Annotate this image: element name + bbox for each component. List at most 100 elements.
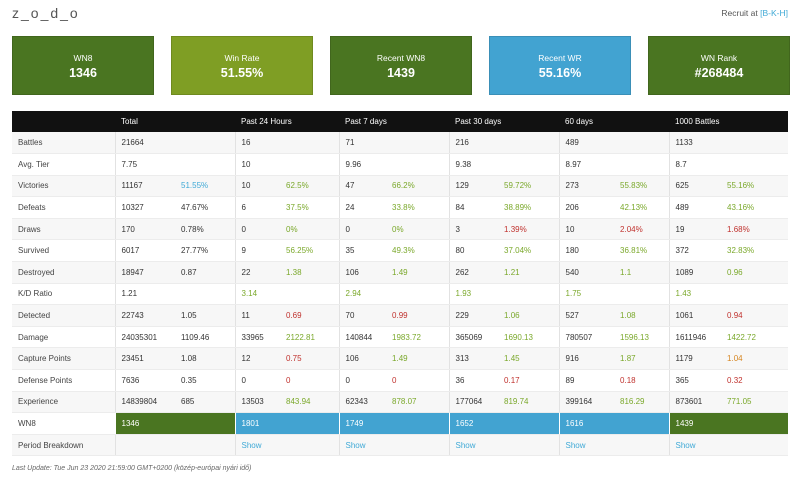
cell-ratio: 32.83% [721,239,789,263]
cell-ratio [280,283,340,306]
breakdown-cell: Show [338,434,450,457]
row-label: Survived [12,239,115,263]
cell-ratio: 1.04 [721,347,789,371]
recruit-label: Recruit at [721,8,761,18]
cell-ratio: 42.13% [614,196,670,219]
row-label: Experience [12,391,115,414]
cell-value: 33965 [234,326,280,349]
cell-value: 0 [338,218,387,241]
show-breakdown-link[interactable]: Show [241,440,262,450]
cell-ratio: 771.05 [721,391,789,414]
show-breakdown-link[interactable]: Show [675,440,696,450]
cell-ratio: 1.21 [498,261,560,284]
cell-ratio [386,283,450,306]
cell-value: 3 [448,218,499,241]
cell-value: 80 [448,239,499,263]
cell-value: 19 [668,218,722,241]
cell-ratio: 59.72% [498,175,560,198]
cell-value: 22743 [114,304,175,327]
table-header-row: Total Past 24 Hours Past 7 days Past 30 day… [12,111,789,132]
cell-ratio [280,132,340,155]
cell-value: 8.97 [558,153,615,176]
row-label: Destroyed [12,261,115,284]
column-header: Past 7 days [339,111,450,132]
wn8-period-value: 1801 [234,412,340,435]
breakdown-cell: Show [448,434,560,457]
column-header: Past 24 Hours [235,111,340,132]
cell-ratio: 37.5% [280,196,340,219]
stat-card: Recent WN8 1439 [330,36,472,95]
show-breakdown-link[interactable]: Show [565,440,586,450]
table-row: Defeats 10327 47.67% 6 37.5% 24 33.8% 84 38.89% 2… [12,196,789,219]
cell-value: 84 [448,196,499,219]
cell-value: 8.7 [668,153,722,176]
cell-ratio [498,132,560,155]
table-row: Draws 170 0.78% 0 0% 0 0% 3 1.39% 10 2.04% 19 1.68% [12,218,789,241]
cell-ratio: 0.32 [721,369,789,392]
wn8-period-value: 1749 [338,412,450,435]
cell-value: 10 [558,218,615,241]
empty-cell [114,434,235,457]
cell-ratio: 685 [175,391,235,414]
cell-value: 527 [558,304,615,327]
cell-value: 0 [338,369,387,392]
stat-card: WN Rank #268484 [648,36,790,95]
cell-value: 10327 [114,196,175,219]
cell-value: 23451 [114,347,175,371]
cell-value: 372 [668,239,722,263]
row-label: Battles [12,132,115,155]
cell-ratio: 0.96 [721,261,789,284]
page-header: z_o_d_o Recruit at [B-K-H] [12,4,788,24]
cell-value: 0 [234,218,280,241]
cell-value: 24 [338,196,387,219]
wn8-period-value: 1439 [668,412,789,435]
cell-ratio: 55.16% [721,175,789,198]
breakdown-cell: Show [668,434,789,457]
cell-ratio: 1422.72 [721,326,789,349]
cell-value: 9 [234,239,280,263]
cell-value: 140844 [338,326,387,349]
cell-ratio: 1.49 [386,261,450,284]
cell-ratio: 816.29 [614,391,670,414]
cell-ratio: 1690.13 [498,326,560,349]
cell-value: 6017 [114,239,175,263]
cell-value: 21664 [114,132,175,155]
clan-link[interactable]: [B-K-H] [760,8,788,18]
cell-ratio: 0% [280,218,340,241]
cell-ratio: 0.17 [498,369,560,392]
cell-ratio: 1.38 [280,261,340,284]
cell-value: 780507 [558,326,615,349]
cell-ratio: 1.06 [498,304,560,327]
cell-value: 6 [234,196,280,219]
cell-ratio [498,283,560,306]
cell-ratio: 1.05 [175,304,235,327]
cell-ratio: 37.04% [498,239,560,263]
table-row: Battles 21664 16 71 216 489 1133 [12,132,789,155]
show-breakdown-link[interactable]: Show [455,440,476,450]
show-breakdown-link[interactable]: Show [345,440,366,450]
row-label: Defeats [12,196,115,219]
cell-value: 9.96 [338,153,387,176]
table-row: Experience 14839804 685 13503 843.94 62343 878… [12,391,789,414]
stat-card-value: 1346 [69,66,97,80]
stat-card-value: #268484 [694,66,744,80]
cell-value: 9.38 [448,153,499,176]
cell-value: 12 [234,347,280,371]
cell-value: 3.14 [234,283,280,306]
table-row: Avg. Tier 7.75 10 9.96 9.38 8.97 8.7 [12,153,789,176]
row-label: WN8 [12,412,115,435]
cell-value: 16 [234,132,280,155]
cell-ratio [280,153,340,176]
cell-ratio: 62.5% [280,175,340,198]
column-header: Total [115,111,235,132]
cell-value: 106 [338,261,387,284]
cell-ratio: 1596.13 [614,326,670,349]
cell-ratio: 66.2% [386,175,450,198]
cell-ratio: 1.08 [614,304,670,327]
stat-card-value: 1439 [387,66,415,80]
stat-card: Win Rate 51.55% [171,36,313,95]
cell-ratio [175,283,235,306]
cell-ratio [721,132,789,155]
player-name: z_o_d_o [12,5,80,21]
cell-ratio: 0.99 [386,304,450,327]
